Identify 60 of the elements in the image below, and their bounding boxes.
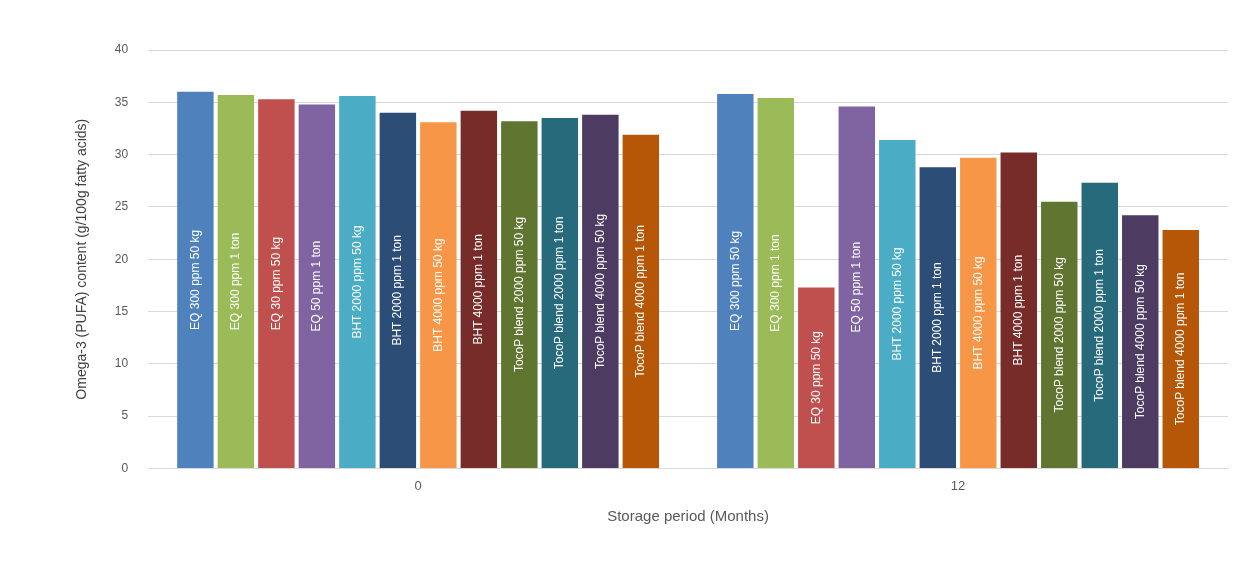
bar (177, 91, 214, 468)
text: BHT 4000 ppm 50 kg (970, 256, 985, 370)
text: EQ 300 ppm 50 kg (187, 229, 202, 330)
text: EQ 300 ppm 1 ton (228, 232, 243, 331)
bar (420, 122, 457, 468)
bar (1041, 201, 1078, 468)
series-label: TocoP blend 4000 ppm 50 kg (1132, 263, 1147, 420)
bar (501, 121, 538, 468)
text: TocoP blend 2000 ppm 50 kg (511, 216, 526, 373)
x-axis-title: Storage period (Months) (607, 507, 769, 525)
y-tick-label: 40 (114, 42, 129, 57)
bar (960, 157, 997, 468)
bar (217, 94, 255, 468)
y-tick-label: 5 (121, 408, 129, 423)
text: BHT 4000 ppm 1 ton (1011, 254, 1026, 366)
text: EQ 50 ppm 1 ton (309, 240, 324, 332)
bar (838, 106, 876, 468)
bar (339, 96, 376, 468)
series-label: EQ 50 ppm 1 ton (849, 241, 864, 333)
bar (582, 114, 619, 468)
bar (757, 98, 795, 468)
bar (1000, 152, 1037, 468)
text: TocoP blend 2000 ppm 1 ton (1092, 249, 1107, 402)
series-label: EQ 30 ppm 50 kg (268, 236, 283, 331)
y-tick-label: 10 (114, 356, 129, 371)
text: EQ 30 ppm 50 kg (808, 330, 823, 425)
bar (1081, 182, 1118, 468)
bar (541, 117, 579, 468)
y-tick-label: 15 (114, 303, 129, 318)
series-label: BHT 2000 ppm 1 ton (930, 262, 945, 373)
text: TocoP blend 4000 ppm 1 ton (1173, 272, 1188, 426)
y-axis-title: Omega-3 (PUFA) content (g/100g fatty acids) (73, 118, 90, 400)
x-tick-label: 12 (950, 477, 966, 493)
series-label: BHT 4000 ppm 50 kg (430, 238, 445, 352)
bar (258, 99, 295, 468)
bar (1122, 215, 1159, 468)
series-label: BHT 2000 ppm 50 kg (349, 225, 364, 339)
bar (717, 93, 754, 468)
y-tick-label: 35 (114, 94, 129, 109)
series-label: BHT 4000 ppm 1 ton (471, 234, 486, 345)
series-label: EQ 300 ppm 1 ton (768, 234, 783, 332)
bar (798, 287, 835, 468)
bar (460, 110, 498, 468)
y-tick-label: 0 (121, 460, 129, 475)
series-label: EQ 300 ppm 50 kg (727, 230, 742, 331)
bar (1162, 229, 1199, 468)
y-tick-label: 20 (114, 251, 129, 266)
series-label: TocoP blend 4000 ppm 1 ton (633, 225, 648, 378)
series-label: TocoP blend 2000 ppm 1 ton (552, 216, 567, 370)
bar (879, 139, 916, 468)
y-tick-label: 25 (114, 199, 129, 214)
bar (379, 112, 417, 468)
bar (622, 134, 660, 468)
text: TocoP blend 4000 ppm 50 kg (592, 213, 607, 369)
text: BHT 2000 ppm 50 kg (889, 247, 904, 361)
bar (919, 167, 957, 468)
series-label: TocoP blend 2000 ppm 50 kg (1051, 257, 1066, 413)
y-tick-label: 30 (114, 146, 129, 161)
text: BHT 2000 ppm 1 ton (390, 235, 405, 346)
bar (298, 104, 336, 468)
